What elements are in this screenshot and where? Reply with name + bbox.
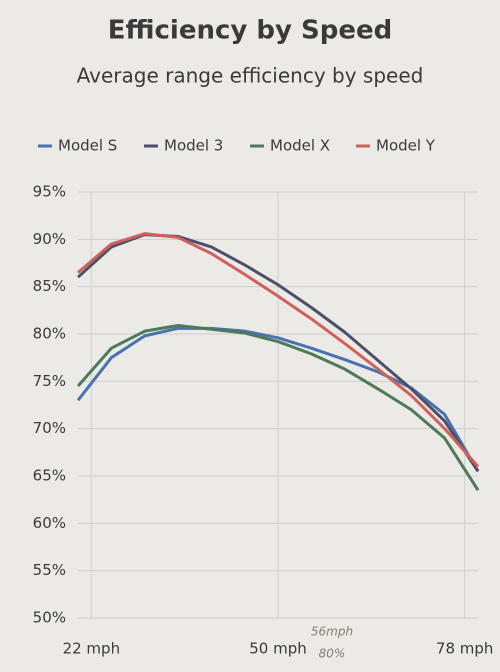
y-tick-label: 80% xyxy=(33,325,66,343)
annotation: 56mph xyxy=(311,625,353,639)
series-line xyxy=(77,232,480,468)
y-tick-label: 90% xyxy=(33,230,66,248)
chart-title: Efficiency by Speed xyxy=(108,16,392,46)
legend-label: Model X xyxy=(270,137,330,155)
y-tick-label: 75% xyxy=(33,372,66,390)
y-tick-label: 60% xyxy=(33,514,66,532)
y-tick-label: 55% xyxy=(33,561,66,579)
legend-label: Model S xyxy=(58,137,117,155)
y-tick-label: 65% xyxy=(33,467,66,485)
x-tick-label: 50 mph xyxy=(249,640,307,658)
y-tick-label: 85% xyxy=(33,277,66,295)
chart-subtitle: Average range efficiency by speed xyxy=(77,64,424,88)
y-tick-label: 70% xyxy=(33,419,66,437)
y-tick-label: 95% xyxy=(33,183,66,201)
x-tick-label: 78 mph xyxy=(436,640,494,658)
legend-label: Model 3 xyxy=(164,137,223,155)
x-tick-label: 22 mph xyxy=(63,640,121,658)
annotation: 80% xyxy=(319,647,346,661)
y-tick-label: 50% xyxy=(33,609,66,627)
series-line xyxy=(76,323,480,492)
legend-label: Model Y xyxy=(376,137,436,155)
